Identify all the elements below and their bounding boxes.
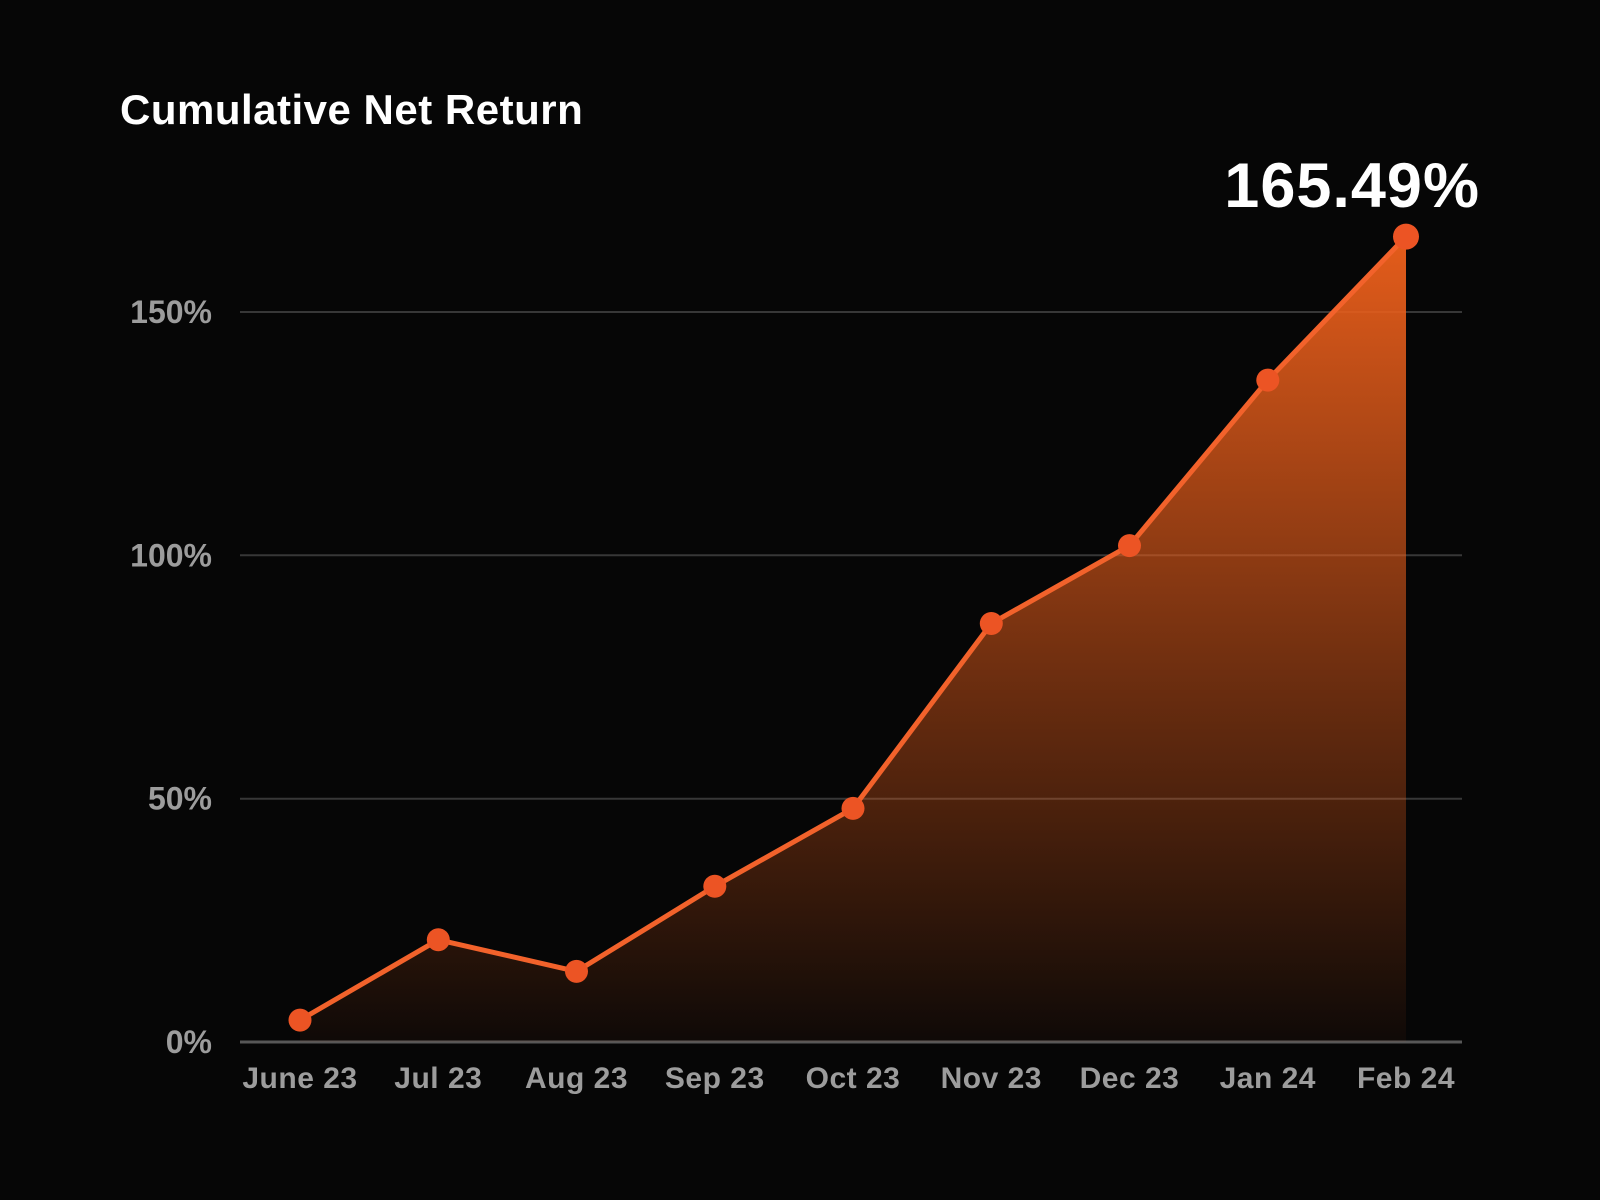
x-tick-label: Dec 23 — [1080, 1062, 1180, 1095]
x-tick-label: Oct 23 — [806, 1062, 901, 1095]
chart-title: Cumulative Net Return — [120, 86, 584, 133]
x-tick-label: Jan 24 — [1220, 1062, 1316, 1095]
data-point-dot — [979, 612, 1003, 635]
data-point-dot — [1256, 368, 1280, 392]
x-tick-label: Jul 23 — [394, 1062, 482, 1095]
data-point-dot — [426, 928, 450, 952]
x-tick-label: Nov 23 — [941, 1062, 1042, 1095]
y-tick-label: 50% — [148, 781, 212, 817]
data-point-dot — [841, 796, 865, 820]
final-return-value: 165.49% — [1224, 151, 1480, 221]
data-point-dot — [703, 874, 727, 898]
data-point-dot — [565, 959, 588, 983]
area-fill — [300, 236, 1406, 1043]
dot-layer — [288, 223, 1419, 1032]
y-tick-label: 0% — [166, 1024, 212, 1060]
area-layer — [300, 236, 1406, 1043]
data-point-dot — [1393, 223, 1419, 250]
y-tick-label: 150% — [130, 294, 212, 330]
x-axis-labels: June 23 Jul 23 Aug 23 Sep 23 Oct 23 Nov 23 Dec… — [242, 1062, 1455, 1095]
data-point-dot — [1118, 534, 1141, 558]
x-tick-label: June 23 — [242, 1062, 357, 1095]
x-tick-label: Sep 23 — [665, 1062, 765, 1095]
data-point-dot — [288, 1008, 312, 1032]
y-tick-label: 100% — [130, 537, 212, 573]
x-tick-label: Feb 24 — [1357, 1062, 1455, 1095]
y-axis-labels: 0% 50% 100% 150% — [130, 294, 212, 1060]
x-tick-label: Aug 23 — [525, 1062, 628, 1095]
